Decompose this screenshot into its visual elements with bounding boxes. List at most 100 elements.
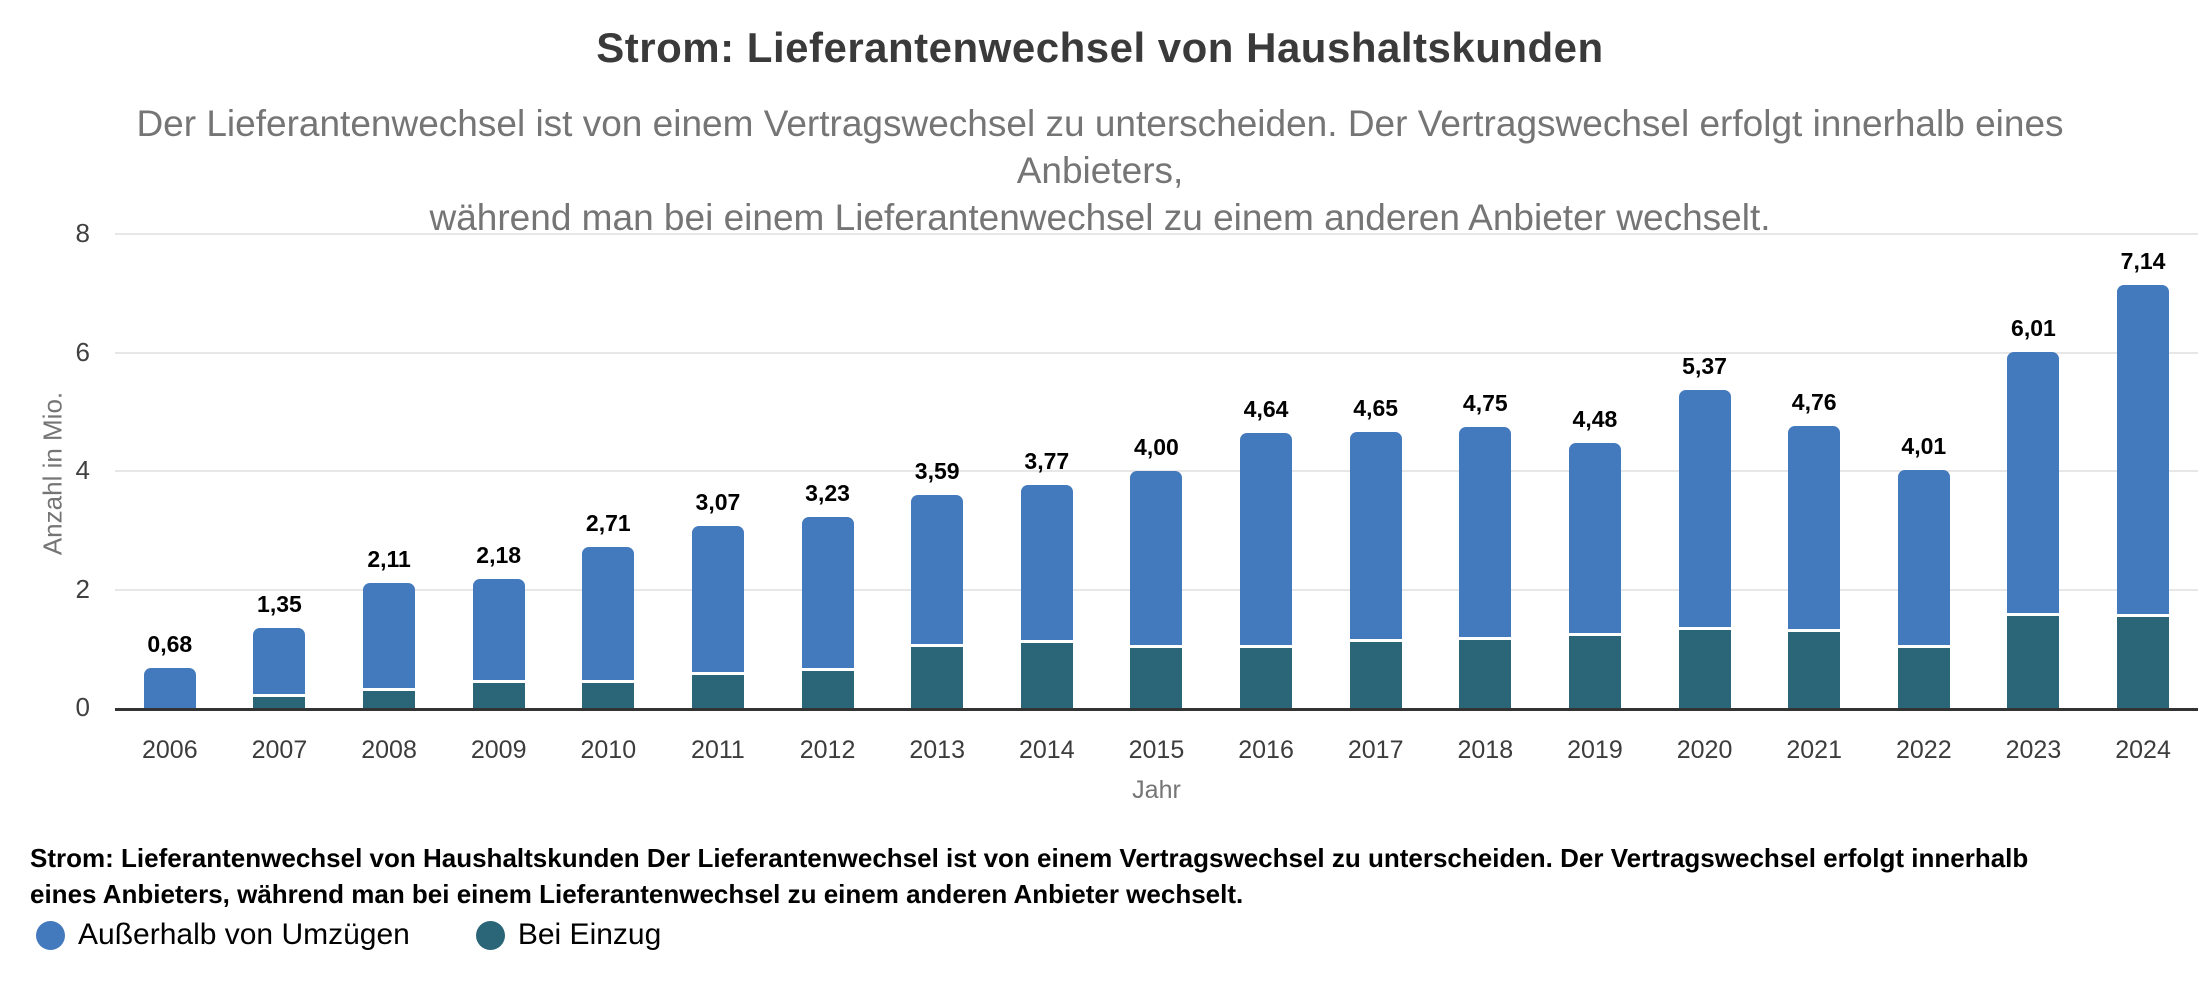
bar-total-label: 2,18 [476,542,522,568]
legend-swatch-ausserhalb-icon [36,920,65,950]
bar-total-label: 7,14 [2120,248,2166,274]
x-axis-tick-label: 2020 [1676,736,1733,764]
bar-column: 3,59 [882,458,992,708]
bar-segment-bei-einzug [1897,648,1950,708]
bar-column: 4,75 [1431,390,1541,708]
y-axis-tick-label: 2 [75,573,90,604]
bar-segment-ausserhalb-von-umzuegen [1678,390,1731,627]
bar-total-label: 3,77 [1024,448,1070,474]
bar-segment-bei-einzug [691,675,744,708]
bar-segment-ausserhalb-von-umzuegen [1459,427,1512,637]
legend-swatch-bei-einzug-icon [475,920,505,950]
x-axis-tick-label: 2021 [1786,736,1842,764]
bar-segment-ausserhalb-von-umzuegen [472,579,525,680]
y-axis-tick-label: 6 [75,336,90,367]
bar-column: 4,01 [1869,433,1979,708]
bar-segment-ausserhalb-von-umzuegen [1020,485,1073,640]
bar-segment-ausserhalb-von-umzuegen [2117,285,2170,614]
bar-segment-ausserhalb-von-umzuegen [1349,432,1402,639]
bar-column: 6,01 [1979,315,2089,708]
bar-segment-ausserhalb-von-umzuegen [1130,471,1183,645]
bar-column: 4,48 [1540,406,1650,708]
legend-label-ausserhalb: Außerhalb von Umzügen [78,918,410,951]
bar-total-label: 3,07 [695,489,741,515]
bar-segment-ausserhalb-von-umzuegen [2007,352,2060,613]
bar-total-label: 0,68 [147,631,193,657]
bar-segment-ausserhalb-von-umzuegen [1568,443,1621,633]
x-axis-tick-label: 2018 [1457,736,1514,764]
bar-total-label: 4,01 [1901,433,1947,459]
x-axis-tick-label: 2009 [470,736,527,764]
bar-column: 4,76 [1759,389,1869,708]
bar-segment-ausserhalb-von-umzuegen [691,526,744,672]
x-axis-tick-label: 2016 [1238,736,1294,764]
chart-subtitle-line-2: während man bei einem Lieferantenwechsel… [429,197,1771,238]
y-axis-tick-label: 4 [75,455,90,485]
bar-segment-ausserhalb-von-umzuegen [1788,426,1841,629]
bar-segment-bei-einzug [911,647,964,708]
x-axis-tick-label: 2014 [1019,736,1075,764]
bar-segment-bei-einzug [1349,642,1402,708]
bar-total-label: 1,35 [257,591,302,617]
bar-segment-ausserhalb-von-umzuegen [582,547,635,680]
bar-total-label: 3,59 [914,458,960,484]
bar-total-label: 4,64 [1243,396,1289,422]
bar-total-label: 4,75 [1462,390,1508,416]
bar-total-label: 2,11 [367,546,411,572]
bar-segment-ausserhalb-von-umzuegen [143,668,196,708]
bar-segment-bei-einzug [582,683,635,708]
bar-total-label: 4,00 [1134,434,1179,460]
bar-segment-ausserhalb-von-umzuegen [1240,433,1293,645]
bar-column: 2,11 [334,546,444,708]
x-axis-tick-label: 2011 [691,736,745,764]
bar-total-label: 3,23 [805,480,850,506]
bar-segment-bei-einzug [1240,648,1293,708]
bar-segment-bei-einzug [1678,630,1731,708]
bar-total-label: 4,48 [1572,406,1618,432]
bars: 0,68 1,35 2,11 2,18 2,71 3,07 3,23 3,59 3,77 4,00… [115,234,2198,708]
bar-total-label: 2,71 [585,510,631,536]
y-axis-tick-label: 8 [75,218,90,248]
x-axis-tick-label: 2006 [142,736,198,764]
bar-segment-bei-einzug [472,683,525,708]
bar-column: 4,65 [1321,395,1431,708]
legend-item-ausserhalb-von-umzuegen: Außerhalb von Umzügen [36,918,410,952]
y-axis-tick-label: 0 [75,692,90,722]
bar-column: 4,00 [1102,434,1212,708]
bar-segment-bei-einzug [1020,643,1073,708]
bar-segment-bei-einzug [253,697,306,708]
bar-segment-bei-einzug [363,691,416,708]
bar-segment-bei-einzug [2117,617,2170,708]
bar-column: 1,35 [225,591,335,708]
bar-total-label: 4,76 [1791,389,1837,415]
x-axis-tick-label: 2017 [1347,736,1404,764]
bar-column: 7,14 [2088,248,2198,708]
bar-segment-bei-einzug [1788,632,1841,708]
x-axis-title: Jahr [1132,776,1181,804]
x-axis-tick-label: 2019 [1567,736,1623,764]
gridline [115,351,2198,354]
y-axis-title: Anzahl in Mio. [37,391,68,556]
x-axis-tick-label: 2007 [251,736,308,764]
bar-segment-bei-einzug [801,671,854,708]
gridline [115,233,2198,235]
legend-label-bei-einzug: Bei Einzug [517,918,662,951]
bar-segment-ausserhalb-von-umzuegen [911,495,964,644]
bar-segment-bei-einzug [1130,648,1183,708]
bar-column: 4,64 [1211,396,1321,708]
chart-subtitle: Der Lieferantenwechsel ist von einem Ver… [100,100,2100,241]
x-axis-tick-label: 2013 [909,736,965,764]
bar-segment-bei-einzug [1568,636,1621,708]
bar-column: 2,71 [554,510,664,708]
bar-segment-ausserhalb-von-umzuegen [801,517,854,668]
bar-column: 2,18 [444,542,554,708]
x-axis-tick-label: 2008 [361,736,417,764]
x-axis-tick-labels: 2006 2007 2008 2009 2010 2011 2012 2013 2014 2015… [115,736,2198,765]
bar-column: 3,77 [992,448,1102,708]
bar-segment-ausserhalb-von-umzuegen [363,583,416,688]
x-axis-tick-label: 2023 [2005,736,2062,764]
bar-column: 3,23 [773,480,883,708]
bar-segment-ausserhalb-von-umzuegen [1897,470,1950,645]
chart-subtitle-line-1: Der Lieferantenwechsel ist von einem Ver… [136,103,2064,191]
